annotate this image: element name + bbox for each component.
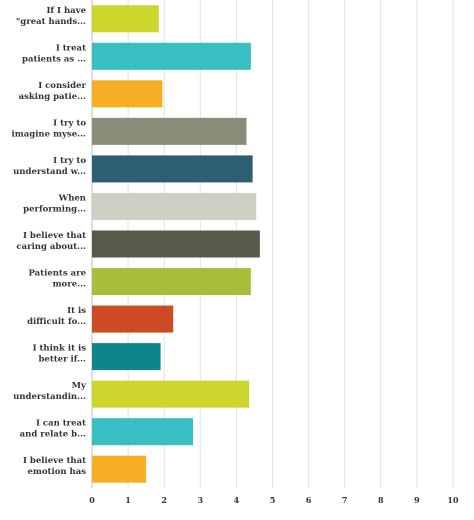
category-label-line: asking patie... [19,92,86,102]
category-label-line: understandin... [13,392,86,402]
category-label-line: caring about... [16,242,86,252]
category-label-line: understand w... [13,167,86,177]
bar-13[interactable] [92,455,147,483]
category-label-line: My [72,381,87,391]
category-label-line: emotion has [27,467,86,477]
bar-7[interactable] [92,230,260,258]
category-label-13: I believe that emotion has [23,456,86,477]
category-label-line: Patients are [29,269,87,279]
category-label-5: I try to understand w... [13,156,86,177]
bar-9[interactable] [92,305,174,333]
x-tick-label-2: 2 [161,495,167,505]
category-label-8: Patients are more... [29,269,87,290]
x-tick-label-8: 8 [378,495,384,505]
bar-1[interactable] [92,5,159,33]
category-label-line: If I have [46,6,86,16]
category-label-line: When [58,193,86,203]
bar-11[interactable] [92,380,250,408]
x-tick-label-6: 6 [306,495,312,505]
category-label-line: better if... [38,355,86,365]
category-label-11: My understandin... [13,381,87,402]
category-label-6: When performing... [23,193,86,214]
bar-2[interactable] [92,42,251,70]
category-label-12: I can treat and relate b... [20,419,86,440]
category-label-4: I try to imagine myse... [12,118,87,139]
x-tick-label-5: 5 [270,495,276,505]
category-label-line: imagine myse... [12,129,86,139]
category-label-line: patients as ... [22,54,86,64]
category-label-line: I believe that [23,456,86,466]
category-label-3: I consider asking patie... [19,81,87,102]
category-label-line: performing... [23,204,86,214]
category-label-line: difficult fo... [27,317,86,327]
bar-4[interactable] [92,117,247,145]
bar-8[interactable] [92,268,251,296]
category-label-line: "great hands... [16,17,86,27]
bar-5[interactable] [92,155,253,183]
category-label-line: I can treat [36,419,86,429]
x-tick-label-4: 4 [234,495,240,505]
bar-10[interactable] [92,343,161,371]
category-label-line: more... [53,280,86,290]
category-label-line: I believe that [23,231,86,241]
x-tick-label-7: 7 [342,495,348,505]
bar-12[interactable] [92,418,194,446]
category-label-line: I treat [56,43,86,53]
x-tick-label-1: 1 [125,495,131,505]
category-label-9: It is difficult fo... [27,306,86,327]
category-label-line: and relate b... [20,430,86,440]
category-label-line: I think it is [33,344,87,354]
x-tick-label-0: 0 [89,495,95,505]
bar-6[interactable] [92,192,257,220]
category-label-7: I believe that caring about... [16,231,86,252]
category-label-line: I consider [38,81,86,91]
category-label-10: I think it is better if... [33,344,87,365]
category-label-1: If I have "great hands... [16,6,87,27]
category-label-line: It is [67,306,86,316]
category-label-line: I try to [53,156,86,166]
category-label-2: I treat patients as ... [22,43,86,64]
x-tick-label-9: 9 [414,495,420,505]
x-tick-label-3: 3 [198,495,204,505]
x-tick-label-10: 10 [447,495,459,505]
category-label-line: I try to [53,118,86,128]
bar-3[interactable] [92,80,163,108]
